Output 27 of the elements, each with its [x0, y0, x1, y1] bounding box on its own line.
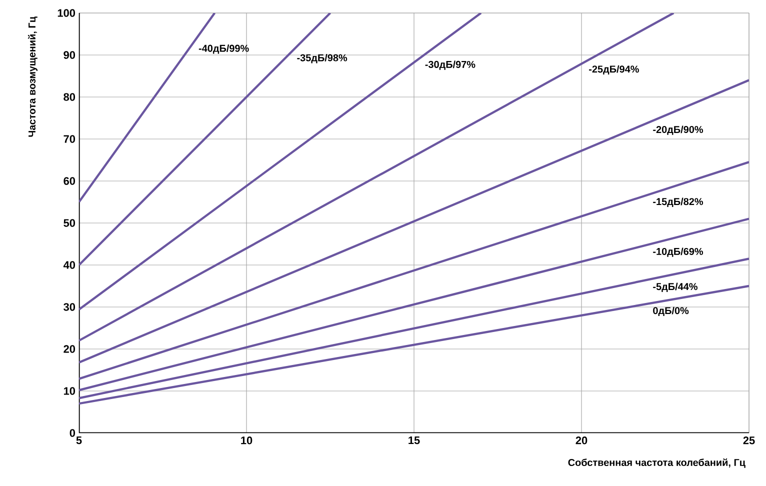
series-label: -5дБ/44% — [653, 282, 698, 292]
series-label: -40дБ/99% — [198, 44, 249, 54]
y-tick-label: 10 — [64, 387, 76, 395]
series-label: -10дБ/69% — [653, 248, 704, 257]
y-tick-label: 70 — [64, 135, 76, 143]
y-tick-label: 80 — [64, 93, 76, 101]
x-tick-label: 10 — [241, 436, 252, 444]
y-tick-label: 60 — [64, 177, 76, 185]
y-tick-label: 50 — [64, 219, 76, 227]
series-label: -35дБ/98% — [297, 54, 348, 64]
series-label: 0дБ/0% — [653, 306, 689, 316]
x-tick-label: 20 — [576, 436, 588, 444]
y-axis-title: Частота возмущений, Гц — [28, 16, 38, 137]
series-label: -30дБ/97% — [425, 60, 476, 70]
y-tick-label: 100 — [58, 9, 76, 17]
x-tick-label: 25 — [743, 436, 755, 444]
y-tick-label: 40 — [63, 261, 76, 269]
x-tick-label: 15 — [408, 436, 420, 444]
series-label: -25дБ/94% — [589, 65, 639, 75]
x-tick-label: 5 — [76, 436, 82, 444]
x-axis-title: Собственная частота колебаний, Гц — [568, 458, 746, 468]
y-tick-label: 90 — [64, 51, 76, 59]
y-tick-label: 30 — [64, 303, 76, 311]
series-label: -15дБ/82% — [653, 198, 704, 208]
series-label: -20дБ/90% — [653, 126, 704, 135]
y-tick-label: 0 — [70, 429, 76, 437]
y-tick-label: 20 — [64, 345, 76, 353]
